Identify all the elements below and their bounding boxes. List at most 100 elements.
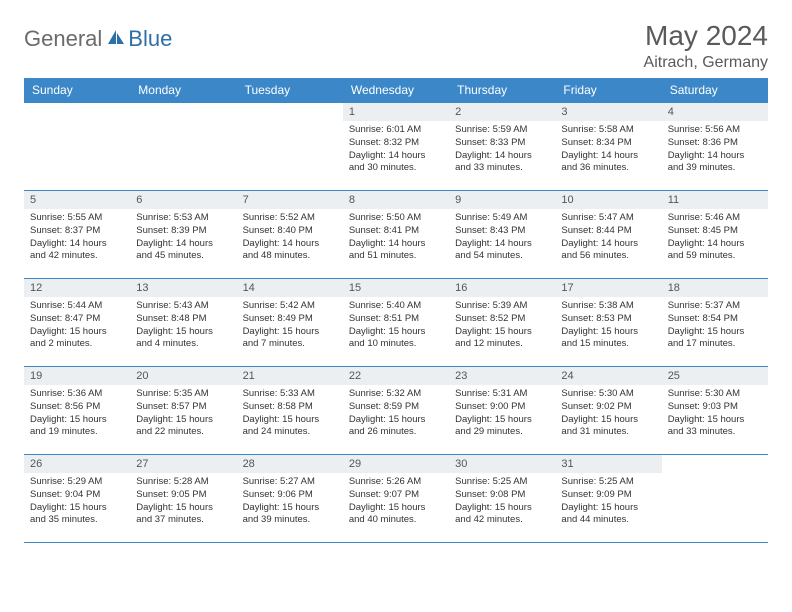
sunset-text: Sunset: 8:37 PM	[30, 225, 124, 238]
day-details: Sunrise: 5:39 AMSunset: 8:52 PMDaylight:…	[449, 297, 555, 354]
daylight-text: Daylight: 15 hours and 22 minutes.	[136, 414, 230, 440]
calendar-day-cell: 8Sunrise: 5:50 AMSunset: 8:41 PMDaylight…	[343, 191, 449, 279]
sunset-text: Sunset: 8:40 PM	[243, 225, 337, 238]
day-details: Sunrise: 5:32 AMSunset: 8:59 PMDaylight:…	[343, 385, 449, 442]
day-number: 30	[449, 455, 555, 473]
day-details: Sunrise: 5:29 AMSunset: 9:04 PMDaylight:…	[24, 473, 130, 530]
day-number: 15	[343, 279, 449, 297]
day-number: 12	[24, 279, 130, 297]
daylight-text: Daylight: 14 hours and 33 minutes.	[455, 150, 549, 176]
weekday-header: Friday	[555, 78, 661, 103]
sunset-text: Sunset: 9:07 PM	[349, 489, 443, 502]
daylight-text: Daylight: 15 hours and 7 minutes.	[243, 326, 337, 352]
daylight-text: Daylight: 15 hours and 40 minutes.	[349, 502, 443, 528]
logo-sail-icon	[106, 28, 126, 51]
sunset-text: Sunset: 8:51 PM	[349, 313, 443, 326]
sunset-text: Sunset: 9:08 PM	[455, 489, 549, 502]
day-number: 27	[130, 455, 236, 473]
month-title: May 2024	[644, 20, 768, 52]
calendar-week-row: 1Sunrise: 6:01 AMSunset: 8:32 PMDaylight…	[24, 103, 768, 191]
sunset-text: Sunset: 8:44 PM	[561, 225, 655, 238]
daylight-text: Daylight: 14 hours and 54 minutes.	[455, 238, 549, 264]
daylight-text: Daylight: 15 hours and 26 minutes.	[349, 414, 443, 440]
sunrise-text: Sunrise: 5:26 AM	[349, 476, 443, 489]
day-details: Sunrise: 5:37 AMSunset: 8:54 PMDaylight:…	[662, 297, 768, 354]
day-details: Sunrise: 5:38 AMSunset: 8:53 PMDaylight:…	[555, 297, 661, 354]
sunrise-text: Sunrise: 5:25 AM	[455, 476, 549, 489]
calendar-day-cell: 22Sunrise: 5:32 AMSunset: 8:59 PMDayligh…	[343, 367, 449, 455]
sunrise-text: Sunrise: 5:56 AM	[668, 124, 762, 137]
sunrise-text: Sunrise: 5:30 AM	[561, 388, 655, 401]
calendar-day-cell: 29Sunrise: 5:26 AMSunset: 9:07 PMDayligh…	[343, 455, 449, 543]
sunrise-text: Sunrise: 5:49 AM	[455, 212, 549, 225]
day-number: 28	[237, 455, 343, 473]
calendar-day-cell: 16Sunrise: 5:39 AMSunset: 8:52 PMDayligh…	[449, 279, 555, 367]
sunrise-text: Sunrise: 5:30 AM	[668, 388, 762, 401]
day-details: Sunrise: 5:55 AMSunset: 8:37 PMDaylight:…	[24, 209, 130, 266]
day-number: 14	[237, 279, 343, 297]
daylight-text: Daylight: 15 hours and 39 minutes.	[243, 502, 337, 528]
sunset-text: Sunset: 8:49 PM	[243, 313, 337, 326]
daylight-text: Daylight: 14 hours and 45 minutes.	[136, 238, 230, 264]
sunrise-text: Sunrise: 5:31 AM	[455, 388, 549, 401]
day-details: Sunrise: 6:01 AMSunset: 8:32 PMDaylight:…	[343, 121, 449, 178]
calendar-day-cell: 21Sunrise: 5:33 AMSunset: 8:58 PMDayligh…	[237, 367, 343, 455]
calendar-day-cell: 28Sunrise: 5:27 AMSunset: 9:06 PMDayligh…	[237, 455, 343, 543]
day-details: Sunrise: 5:43 AMSunset: 8:48 PMDaylight:…	[130, 297, 236, 354]
daylight-text: Daylight: 15 hours and 17 minutes.	[668, 326, 762, 352]
day-number: 5	[24, 191, 130, 209]
day-number: 23	[449, 367, 555, 385]
day-details: Sunrise: 5:44 AMSunset: 8:47 PMDaylight:…	[24, 297, 130, 354]
sunrise-text: Sunrise: 5:40 AM	[349, 300, 443, 313]
calendar-week-row: 5Sunrise: 5:55 AMSunset: 8:37 PMDaylight…	[24, 191, 768, 279]
day-number: 16	[449, 279, 555, 297]
calendar-week-row: 26Sunrise: 5:29 AMSunset: 9:04 PMDayligh…	[24, 455, 768, 543]
day-number: 10	[555, 191, 661, 209]
daylight-text: Daylight: 14 hours and 48 minutes.	[243, 238, 337, 264]
day-details: Sunrise: 5:53 AMSunset: 8:39 PMDaylight:…	[130, 209, 236, 266]
sunrise-text: Sunrise: 5:58 AM	[561, 124, 655, 137]
day-number: 19	[24, 367, 130, 385]
calendar-day-cell: 14Sunrise: 5:42 AMSunset: 8:49 PMDayligh…	[237, 279, 343, 367]
daylight-text: Daylight: 15 hours and 33 minutes.	[668, 414, 762, 440]
daylight-text: Daylight: 15 hours and 35 minutes.	[30, 502, 124, 528]
day-number: 25	[662, 367, 768, 385]
calendar-day-cell: 27Sunrise: 5:28 AMSunset: 9:05 PMDayligh…	[130, 455, 236, 543]
sunset-text: Sunset: 9:06 PM	[243, 489, 337, 502]
sunset-text: Sunset: 8:34 PM	[561, 137, 655, 150]
sunrise-text: Sunrise: 5:43 AM	[136, 300, 230, 313]
calendar-day-cell: 1Sunrise: 6:01 AMSunset: 8:32 PMDaylight…	[343, 103, 449, 191]
sunrise-text: Sunrise: 5:33 AM	[243, 388, 337, 401]
calendar-day-cell: 11Sunrise: 5:46 AMSunset: 8:45 PMDayligh…	[662, 191, 768, 279]
day-details: Sunrise: 5:59 AMSunset: 8:33 PMDaylight:…	[449, 121, 555, 178]
daylight-text: Daylight: 14 hours and 39 minutes.	[668, 150, 762, 176]
sunrise-text: Sunrise: 5:52 AM	[243, 212, 337, 225]
calendar-day-cell: 20Sunrise: 5:35 AMSunset: 8:57 PMDayligh…	[130, 367, 236, 455]
day-details: Sunrise: 5:30 AMSunset: 9:03 PMDaylight:…	[662, 385, 768, 442]
day-number: 21	[237, 367, 343, 385]
day-details: Sunrise: 5:50 AMSunset: 8:41 PMDaylight:…	[343, 209, 449, 266]
calendar-day-cell: 6Sunrise: 5:53 AMSunset: 8:39 PMDaylight…	[130, 191, 236, 279]
day-number: 6	[130, 191, 236, 209]
sunset-text: Sunset: 9:03 PM	[668, 401, 762, 414]
sunrise-text: Sunrise: 5:36 AM	[30, 388, 124, 401]
daylight-text: Daylight: 14 hours and 30 minutes.	[349, 150, 443, 176]
title-block: May 2024 Aitrach, Germany	[644, 20, 768, 72]
sunset-text: Sunset: 8:52 PM	[455, 313, 549, 326]
sunrise-text: Sunrise: 5:39 AM	[455, 300, 549, 313]
day-details: Sunrise: 5:25 AMSunset: 9:09 PMDaylight:…	[555, 473, 661, 530]
day-details: Sunrise: 5:58 AMSunset: 8:34 PMDaylight:…	[555, 121, 661, 178]
weekday-header: Tuesday	[237, 78, 343, 103]
daylight-text: Daylight: 15 hours and 10 minutes.	[349, 326, 443, 352]
sunset-text: Sunset: 8:36 PM	[668, 137, 762, 150]
calendar-day-cell: 10Sunrise: 5:47 AMSunset: 8:44 PMDayligh…	[555, 191, 661, 279]
calendar-day-cell: 23Sunrise: 5:31 AMSunset: 9:00 PMDayligh…	[449, 367, 555, 455]
day-number: 1	[343, 103, 449, 121]
calendar-day-cell: 24Sunrise: 5:30 AMSunset: 9:02 PMDayligh…	[555, 367, 661, 455]
day-number: 13	[130, 279, 236, 297]
calendar-day-cell: 30 Sunrise: 5:25 AMSunset: 9:08 PMDayligh…	[449, 455, 555, 543]
daylight-text: Daylight: 15 hours and 44 minutes.	[561, 502, 655, 528]
day-number: 8	[343, 191, 449, 209]
calendar-day-cell	[24, 103, 130, 191]
daylight-text: Daylight: 15 hours and 42 minutes.	[455, 502, 549, 528]
